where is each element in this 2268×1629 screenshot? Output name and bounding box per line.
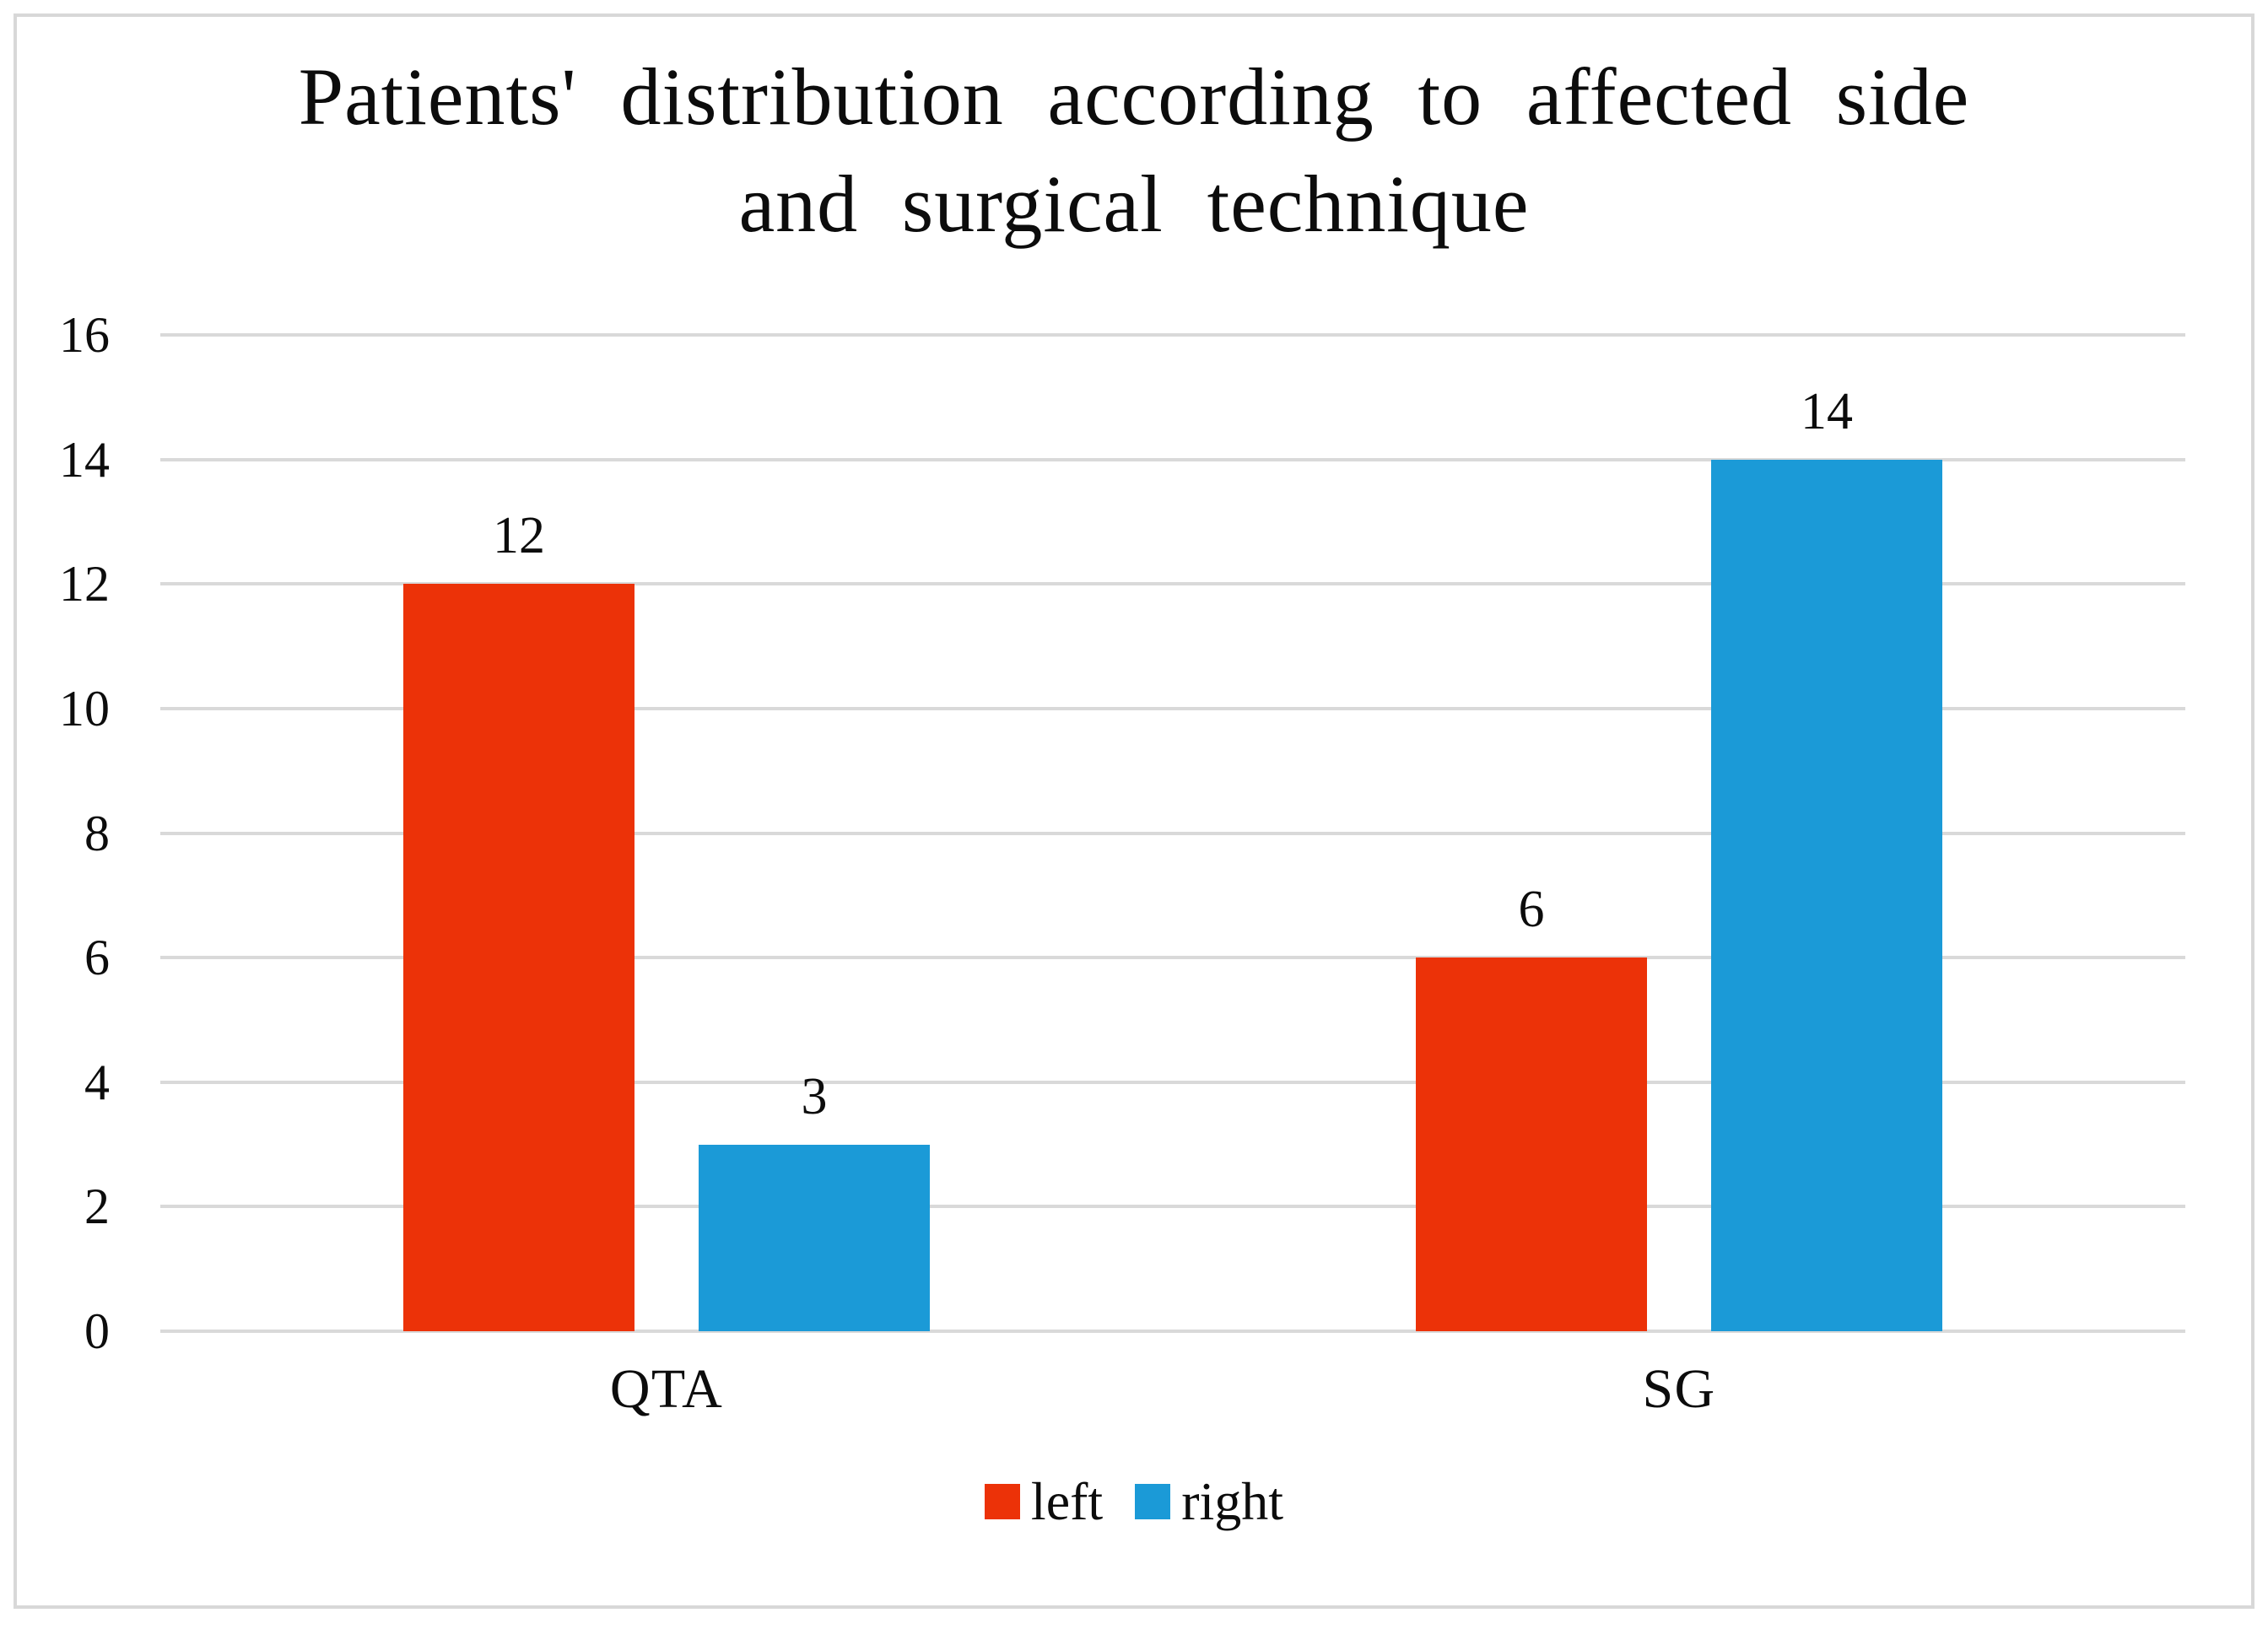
- legend-label-right: right: [1181, 1471, 1284, 1531]
- y-tick-label: 4: [84, 1054, 110, 1110]
- y-tick-label: 10: [59, 680, 110, 736]
- y-tick-label: 6: [84, 930, 110, 986]
- chart-title-line-2: and surgical technique: [738, 158, 1530, 249]
- bar-sg-left: 6: [1416, 883, 1647, 1331]
- gridline: [160, 333, 2185, 337]
- gridline: [160, 956, 2185, 960]
- y-axis-labels: 0 2 4 6 8 10 12 14 16: [0, 310, 110, 1357]
- legend-swatch-right: [1135, 1484, 1171, 1519]
- legend-item-left: left: [984, 1471, 1104, 1531]
- bar-value-label: 12: [493, 507, 545, 564]
- chart-title-line-1: Patients' distribution according to affe…: [298, 51, 1970, 142]
- gridline: [160, 1205, 2185, 1209]
- bar-sg-right: 14: [1711, 386, 1942, 1331]
- gridline: [160, 457, 2185, 461]
- y-tick-label: 8: [84, 805, 110, 861]
- y-tick-label: 12: [59, 556, 110, 612]
- gridline: [160, 1080, 2185, 1084]
- legend-swatch-left: [984, 1484, 1020, 1519]
- bar-value-label: 14: [1801, 383, 1853, 440]
- y-tick-label: 2: [84, 1179, 110, 1235]
- y-tick-label: 0: [84, 1303, 110, 1359]
- legend: left right: [0, 1475, 2268, 1529]
- chart-title: Patients' distribution according to affe…: [0, 44, 2268, 257]
- gridline: [160, 706, 2185, 710]
- legend-label-left: left: [1030, 1471, 1104, 1531]
- x-axis-labels: QTA SG: [160, 1362, 2185, 1438]
- y-tick-label: 16: [59, 307, 110, 363]
- figure-border: [14, 13, 2254, 1609]
- y-tick-label: 14: [59, 431, 110, 488]
- bar-value-label: 6: [1518, 881, 1545, 938]
- bar-qta-left: 12: [403, 510, 634, 1331]
- plot-area: 12 3 6 14: [160, 333, 2185, 1333]
- bar-qta-right: 3: [699, 1071, 930, 1331]
- legend-item-right: right: [1135, 1475, 1283, 1529]
- bar-value-label: 3: [801, 1068, 828, 1125]
- gridline: [160, 1330, 2185, 1333]
- gridline: [160, 831, 2185, 835]
- x-tick-label-qta: QTA: [609, 1358, 724, 1420]
- gridline: [160, 582, 2185, 586]
- x-tick-label-sg: SG: [1642, 1358, 1716, 1420]
